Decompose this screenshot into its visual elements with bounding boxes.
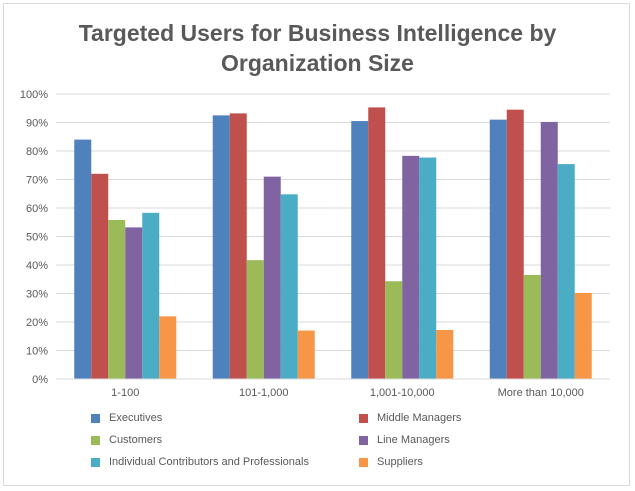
bar [419,157,437,379]
chart-title-line-1: Targeted Users for Business Intelligence… [78,20,557,46]
bar [523,274,541,379]
bar [142,212,160,379]
legend-swatch [359,435,368,445]
legend-swatch [359,457,368,467]
legend-item: Suppliers [359,454,423,470]
bar [159,316,177,379]
y-tick-label: 30% [26,289,48,301]
legend-item: Customers [91,432,162,448]
bar [280,194,298,379]
legend-item: Executives [91,410,162,426]
bar [557,164,575,379]
y-tick-label: 20% [26,317,48,329]
legend-item: Middle Managers [359,410,461,426]
bar [489,119,507,380]
legend-label: Customers [109,434,163,446]
x-tick-label: 1,001-10,000 [370,387,435,399]
y-tick-label: 10% [26,346,48,358]
legend-swatch [359,413,368,423]
chart-title: Targeted Users for Business Intelligence… [4,18,631,78]
bar [108,219,126,379]
legend-swatch [91,457,100,467]
bar [125,227,143,379]
x-tick-label: 1-100 [111,387,139,399]
legend-item: Individual Contributors and Professional… [91,454,309,470]
y-tick-label: 60% [26,203,48,215]
bar [74,139,92,379]
bar [229,113,247,379]
legend-label: Line Managers [377,434,450,446]
bar [351,121,369,379]
legend-swatch [91,413,100,423]
bar [368,107,386,380]
bar [436,329,454,379]
bar [212,115,230,379]
bar [574,292,592,379]
bar [91,173,109,379]
y-tick-label: 50% [26,232,48,244]
legend-label: Middle Managers [377,412,462,424]
x-tick-label: More than 10,000 [498,387,584,399]
bar [506,109,524,380]
y-tick-label: 90% [26,118,48,130]
x-tick-label: 101-1,000 [239,387,289,399]
legend-swatch [91,435,100,445]
bar [263,176,281,379]
plot-area: 0% 10% 20% 30% 40% 50% 60% 70% 80% 90% 100% 1-100 10… [20,89,610,399]
y-tick-label: 70% [26,175,48,187]
bar [540,121,558,380]
y-tick-label: 40% [26,260,48,272]
y-tick-label: 0% [32,374,48,386]
y-tick-label: 80% [26,146,48,158]
bar [297,330,315,379]
legend-label: Individual Contributors and Professional… [109,456,309,468]
y-tick-label: 100% [20,89,48,101]
legend-label: Suppliers [377,456,423,468]
bar [246,260,264,379]
bar [402,155,420,379]
chart-title-line-2: Organization Size [221,50,414,76]
chart-frame: Targeted Users for Business Intelligence… [3,3,630,486]
legend-label: Executives [109,412,163,424]
legend-item: Line Managers [359,432,450,448]
bar [385,281,403,379]
